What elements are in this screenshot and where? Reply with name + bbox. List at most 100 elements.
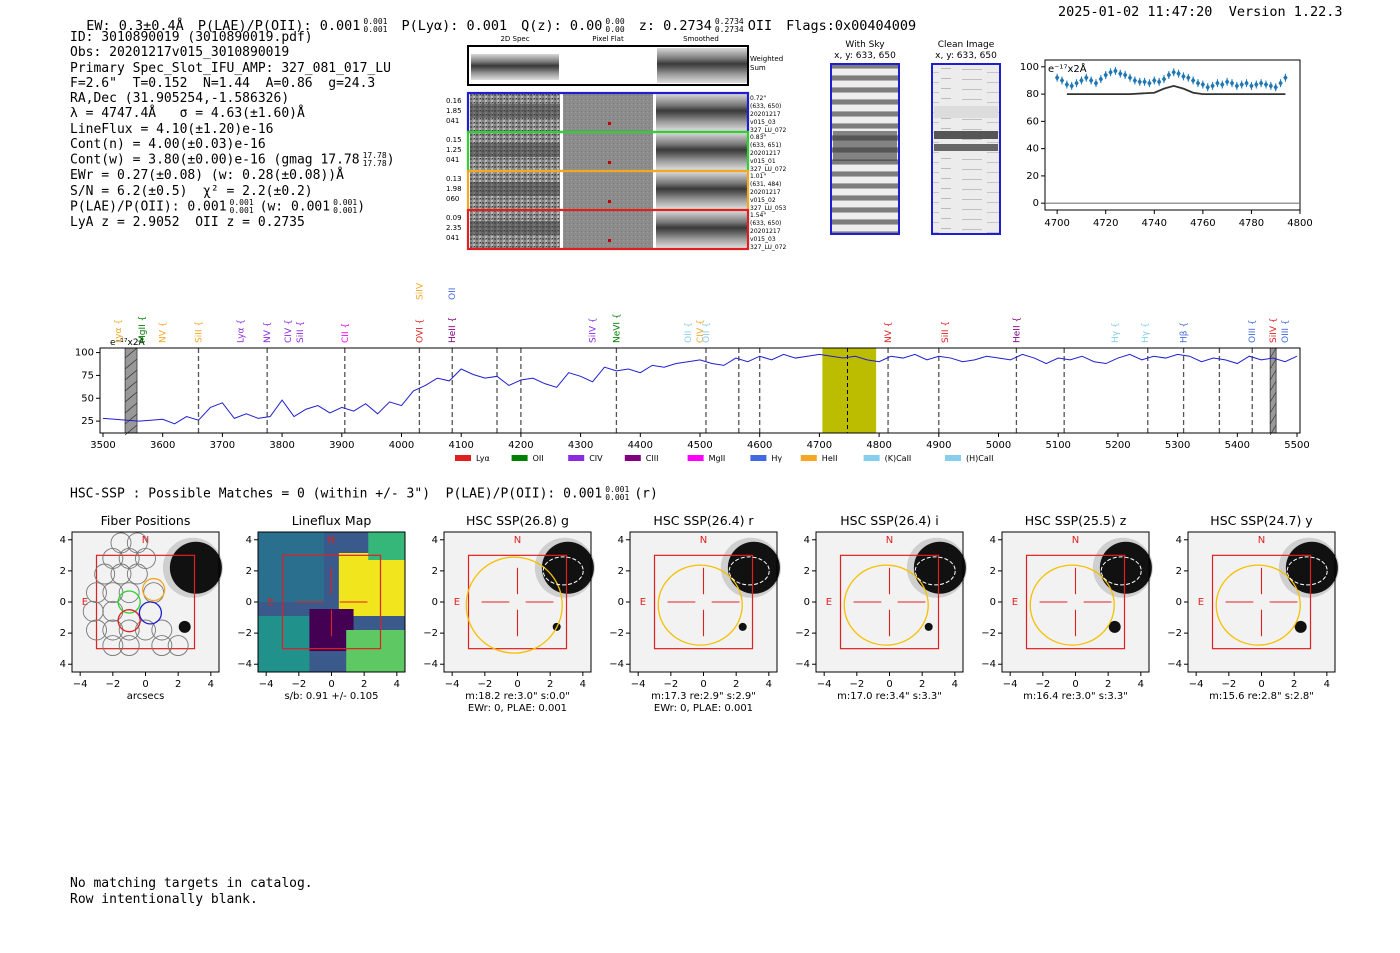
cutout-right-label: (633, 651) [750, 142, 781, 149]
zoom-xtick: 4720 [1093, 218, 1118, 229]
cutout-left-label: 041 [446, 117, 459, 125]
panel-xtick: 2 [919, 679, 925, 690]
north-label: N [1258, 535, 1265, 546]
data-point [1152, 77, 1157, 84]
data-point [1190, 77, 1196, 84]
data-point [1108, 69, 1113, 76]
data-point [1069, 82, 1074, 90]
spectrum-xtick: 4700 [807, 440, 832, 451]
line-label: OII { [684, 322, 694, 343]
spectrum-xtick: 4800 [866, 440, 891, 451]
fiber-circle [117, 590, 141, 614]
image-panel: HSC SSP(26.8) g N E −4 −4 −2 −2 0 0 2 2 4 4 m:18.2 re… [423, 513, 595, 714]
panel-ytick: 4 [432, 535, 438, 546]
legend-item: Hγ [750, 454, 782, 463]
panel-xtick: 4 [208, 679, 214, 690]
panel-ytick: −4 [423, 659, 438, 670]
data-point [1195, 79, 1201, 87]
data-point [1234, 82, 1240, 90]
version: Version 1.22.3 [1228, 4, 1343, 20]
svg-text:Lyα: Lyα [476, 454, 490, 463]
spectrum-xtick: 4200 [508, 440, 533, 451]
aperture-box [281, 554, 382, 650]
data-point [1224, 78, 1230, 86]
svg-text:HeII: HeII [822, 454, 838, 463]
data-point [1156, 78, 1162, 86]
legend-item: MgII [687, 454, 726, 463]
spectrum-xtick: 4000 [389, 440, 414, 451]
col-title-smoothed: Smoothed [683, 35, 719, 43]
catalog-footer: No matching targets in catalog. Row inten… [70, 876, 313, 907]
image-panel: Fiber Positions N E −4 −4 −2 −2 0 0 2 2 4 4 arcsecs [60, 513, 223, 702]
panel-ytick: 4 [246, 535, 252, 546]
east-label: E [454, 597, 460, 608]
zoom-ytick: 40 [1026, 144, 1039, 155]
cutout-right-label: v015_03 [750, 236, 776, 243]
model-line [1066, 84, 1286, 95]
north-label: N [700, 535, 707, 546]
line-label-upper: SiIV [415, 282, 425, 300]
data-point [1215, 79, 1220, 87]
info-line: P(LAE)/P(OII): 0.001 0.001 0.001 (w: 0.001 0… [70, 197, 366, 215]
data-point [1210, 82, 1215, 90]
legend-item: (H)CaII [945, 454, 993, 463]
cutout-left-label: 0.15 [446, 136, 462, 144]
zoom-frame [1044, 59, 1301, 211]
data-point [1103, 71, 1108, 79]
line-label: OII { [702, 322, 712, 343]
data-point [1273, 84, 1278, 91]
cutout-left-label: 041 [446, 234, 459, 242]
legend-item: Lyα [455, 454, 490, 463]
aperture-ellipse [1215, 564, 1301, 646]
cutout-right-label: 20201217 [750, 189, 781, 196]
cutout-left-label: 1.85 [446, 107, 462, 115]
cutout-right-label: 327_LU_072 [750, 127, 787, 134]
zoom-xtick: 4740 [1142, 218, 1167, 229]
data-point [1137, 78, 1142, 86]
spectrum-xtick: 5400 [1225, 440, 1250, 451]
spectrum-xtick: 3800 [269, 440, 294, 451]
data-point [1147, 79, 1152, 87]
data-point [1142, 78, 1147, 86]
panel-xtick: −4 [817, 679, 832, 690]
data-point [1161, 75, 1167, 83]
info-line: LineFlux = 4.10(±1.20)e-16 [70, 121, 274, 137]
clean-image-coords: x, y: 633, 650 [935, 51, 997, 61]
panel-title: HSC SSP(26.8) g [466, 513, 569, 528]
zoom-unit: e⁻¹⁷x2Å [1048, 62, 1087, 75]
line-label-upper: OII [448, 288, 458, 300]
svg-text:MgII: MgII [709, 454, 726, 463]
panel-ytick: 2 [1176, 566, 1182, 577]
data-point [1171, 69, 1176, 76]
hsc-summary: HSC-SSP : Possible Matches = 0 (within +… [70, 485, 658, 502]
line-label: SiII { [296, 321, 306, 343]
info-line: Obs: 20201217v015_3010890019 [70, 45, 290, 61]
fiber-circle [142, 577, 166, 602]
spectrum-xtick: 3700 [210, 440, 235, 451]
panel-ytick: 2 [60, 566, 66, 577]
cutout-right-label: (631, 484) [750, 181, 781, 188]
line-label: CIV { [284, 319, 294, 343]
data-point [1186, 74, 1191, 81]
info-line: ID: 3010890019 (3010890019.pdf) [70, 30, 313, 45]
panel-ytick: 4 [60, 535, 66, 546]
panel-xtick: 2 [361, 679, 367, 690]
panel-xtick: 2 [175, 679, 181, 690]
line-label: Hγ { [1111, 322, 1121, 343]
panel-ytick: −4 [795, 659, 810, 670]
panel-xtick: 4 [1138, 679, 1144, 690]
cutout-right-label: 327_LU_053 [750, 205, 787, 212]
panel-xtick: −4 [631, 679, 646, 690]
spectrum-xtick: 4100 [448, 440, 473, 451]
panel-xtick: −2 [663, 679, 678, 690]
data-point [1054, 74, 1060, 81]
data-point [1181, 73, 1186, 80]
cutout-left-label: 0.09 [446, 214, 462, 222]
data-point [1132, 77, 1138, 84]
panel-ytick: 4 [804, 535, 810, 546]
cutout-right-label: 20201217 [750, 228, 781, 235]
zoom-xtick: 4760 [1190, 218, 1215, 229]
aperture-ellipse [1029, 564, 1115, 646]
cutout-right-label: (633, 650) [750, 103, 781, 110]
line-label: HeII { [448, 317, 458, 343]
